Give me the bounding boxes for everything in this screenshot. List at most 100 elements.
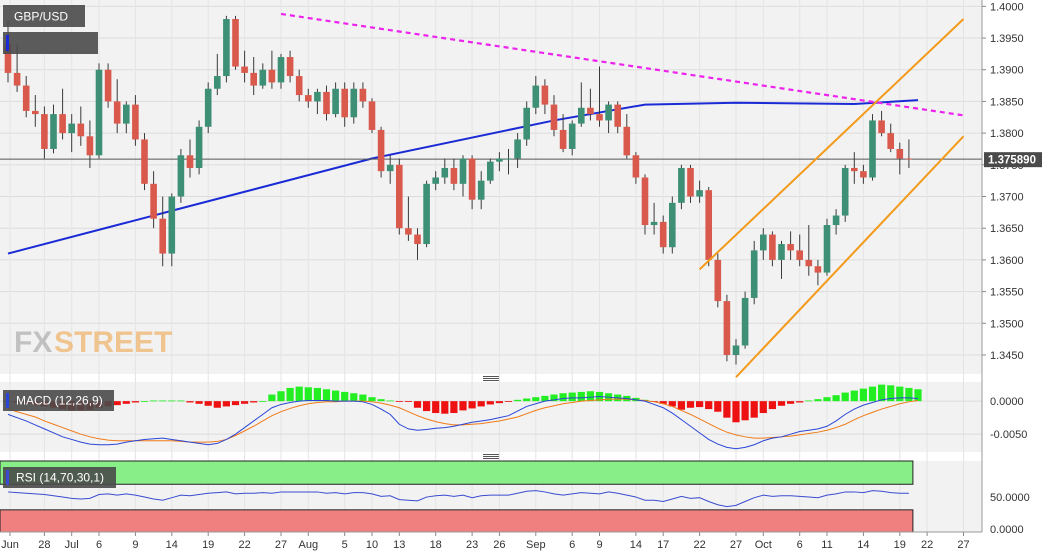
macd-histogram-bar (659, 401, 667, 404)
candle (22, 76, 30, 118)
panel-separator-2[interactable] (0, 452, 982, 461)
macd-histogram-bar (131, 401, 139, 403)
macd-histogram-bar (805, 400, 813, 402)
x-tick-label: 10 (366, 539, 378, 551)
macd-histogram-bar (468, 401, 476, 409)
panel-separator-1[interactable] (0, 374, 982, 382)
candle (396, 158, 403, 235)
macd-histogram-bar (586, 391, 594, 402)
candle-body-down (723, 301, 731, 355)
macd-histogram-bar (231, 401, 240, 406)
candle-body-down (896, 148, 904, 159)
candle-body-up (487, 161, 494, 181)
candle (732, 339, 740, 365)
macd-y-tick-label: -0.0050 (990, 429, 1027, 441)
candle (323, 85, 330, 121)
candle (268, 50, 276, 89)
candle-body-up (350, 88, 358, 118)
candle-body-up (223, 19, 230, 77)
macd-histogram-bar (113, 401, 121, 406)
candle-body-up (732, 345, 740, 355)
candle (851, 152, 858, 184)
candle-body-down (541, 85, 549, 105)
candle-body-down (113, 101, 121, 124)
macd-histogram-bar (668, 401, 676, 407)
candle (277, 53, 285, 89)
candle-body-up (514, 139, 521, 159)
candle-body-down (41, 114, 48, 149)
candle (723, 294, 731, 362)
x-tick-label: 19 (202, 539, 214, 551)
macd-histogram-bar (268, 394, 276, 402)
grid-lines (0, 0, 982, 532)
macd-histogram-bar (277, 391, 285, 402)
macd-histogram-bar (477, 401, 485, 407)
rsi-legend-swatch (6, 470, 9, 485)
macd-legend-swatch (6, 393, 9, 408)
candle-body-up (123, 104, 130, 124)
candle (714, 253, 722, 308)
candle (77, 106, 85, 146)
candle-body-down (860, 171, 867, 178)
candle-body-down (86, 136, 94, 156)
candle-body-down (559, 129, 567, 149)
candle (186, 139, 194, 178)
candle-body-up (760, 234, 767, 251)
candle-body-up (523, 107, 530, 140)
macd-histogram-bar (213, 401, 221, 408)
macd-title-text: MACD (12,26,9) (16, 394, 103, 408)
candle (787, 231, 794, 260)
candle (541, 79, 549, 115)
price-y-tick-label: 1.3600 (990, 255, 1024, 267)
candle-body-down (241, 66, 248, 73)
candle (250, 57, 257, 96)
candle-body-down (641, 177, 649, 226)
macd-histogram-bar (905, 387, 913, 402)
x-tick-label: 11 (821, 539, 832, 551)
candle (696, 180, 703, 203)
x-tick-label: 5 (342, 539, 348, 551)
x-tick-label: 18 (430, 539, 442, 551)
candle (550, 95, 558, 137)
macd-histogram-bar (714, 401, 722, 412)
candle (204, 82, 212, 134)
candle-body-up (477, 180, 485, 200)
candle (814, 259, 822, 286)
candle-body-down (878, 120, 885, 134)
candle (368, 98, 376, 134)
macd-histogram-bar (868, 386, 877, 402)
macd-histogram-bar (404, 401, 412, 402)
candle-body-down (159, 218, 166, 254)
candle-body-up (214, 76, 221, 89)
candle-body-up (441, 167, 449, 178)
watermark-fx: FX (14, 326, 52, 359)
candle-body-down (851, 167, 858, 172)
candle (805, 225, 813, 276)
candle-body-up (832, 215, 840, 226)
candle-body-up (669, 202, 676, 248)
candle-body-down (659, 221, 667, 248)
candle-body-up (277, 57, 285, 83)
x-tick-label: 26 (493, 539, 505, 551)
macd-histogram-bar (432, 401, 440, 414)
macd-histogram-bar (250, 401, 258, 403)
candle (523, 101, 530, 146)
candle-body-up (332, 88, 339, 115)
x-tick-label: 27 (730, 539, 742, 551)
candle (832, 209, 840, 235)
macd-histogram-bar (832, 395, 840, 402)
candle-body-down (341, 88, 348, 118)
candle (869, 114, 876, 181)
candle (305, 88, 312, 108)
candle (68, 114, 75, 153)
macd-histogram-bar (140, 401, 149, 402)
macd-histogram-bar (195, 401, 203, 404)
candle-body-up (650, 221, 658, 226)
macd-histogram-bar (441, 401, 449, 414)
x-tick-label: 14 (857, 539, 869, 551)
candle-body-down (305, 95, 312, 102)
candle-body-down (714, 259, 722, 302)
candle-body-up (823, 225, 831, 273)
x-tick-label: 9 (596, 539, 602, 551)
